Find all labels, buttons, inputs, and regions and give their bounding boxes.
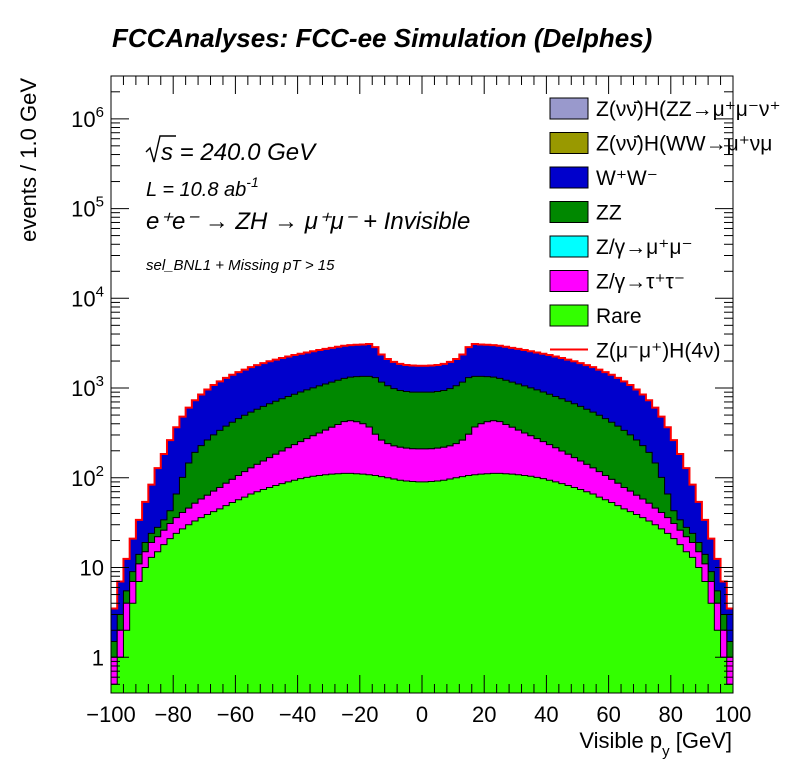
legend-entry-z-4: Z/γ→μ⁺μ⁻ — [549, 235, 693, 259]
annotation-sqrt-s-text: s = 240.0 GeV — [161, 139, 317, 166]
x-tick-label: 40 — [534, 702, 558, 727]
legend-label: Z(νν̄)H(WW→μ⁺νμ — [596, 133, 772, 156]
annotation-lumi: L = 10.8 ab-1 — [146, 174, 259, 201]
legend-entry-zz-3: ZZ — [549, 201, 622, 225]
y-axis-label: events / 1.0 GeV — [16, 78, 41, 242]
legend-label: ZZ — [596, 202, 622, 225]
x-tick-label: 100 — [715, 702, 752, 727]
legend-entry-z-h-zz-0: Z(νν̄)H(ZZ→μ⁺μ⁻ν⁺ — [549, 97, 781, 121]
y-tick-label: 102 — [71, 463, 104, 491]
legend-entry-rare-6: Rare — [549, 304, 642, 328]
legend-swatch — [549, 166, 589, 189]
legend-swatch — [549, 97, 589, 120]
legend-swatch — [549, 304, 589, 327]
x-tick-label: 20 — [472, 702, 496, 727]
x-tick-label: 80 — [659, 702, 683, 727]
legend-entry-w-w-2: W⁺W⁻ — [549, 166, 658, 190]
legend-entry-z-h-ww-1: Z(νν̄)H(WW→μ⁺νμ — [549, 132, 772, 156]
annotation-process: e⁺e⁻ → ZH → μ⁺μ⁻ + Invisible — [146, 208, 470, 235]
legend-label: Z(μ⁻μ⁺)H(4ν) — [596, 340, 721, 363]
y-tick-label: 106 — [71, 104, 104, 132]
annotation-lumi-text: L = 10.8 ab — [146, 179, 246, 201]
x-tick-label: −80 — [155, 702, 192, 727]
x-tick-label: 60 — [596, 702, 620, 727]
legend-swatch — [549, 201, 589, 223]
y-tick-label: 1 — [92, 645, 104, 670]
x-tick-label: 0 — [416, 702, 428, 727]
legend-swatch — [549, 235, 589, 258]
legend-label: Z(νν̄)H(ZZ→μ⁺μ⁻ν⁺ — [596, 98, 781, 121]
x-tick-label: −100 — [86, 702, 136, 727]
legend: Z(νν̄)H(ZZ→μ⁺μ⁻ν⁺ Z(νν̄)H(WW→μ⁺νμ W⁺W⁻ ZZ Z/… — [549, 97, 781, 363]
x-axis-label-sub: y — [662, 743, 670, 760]
x-axis-label-main: Visible p — [579, 728, 662, 753]
series-area-rare-0 — [111, 472, 733, 693]
legend-entry-z-5: Z/γ→τ⁺τ⁻ — [549, 270, 685, 294]
y-axis: 1 10 102 103 104 105 106 — [71, 75, 733, 694]
legend-entry-z-h-4-7: Z(μ⁻μ⁺)H(4ν) — [550, 340, 721, 363]
x-tick-label: −20 — [341, 702, 378, 727]
legend-label: Rare — [596, 305, 642, 328]
y-tick-label: 103 — [71, 373, 104, 401]
y-tick-label: 10 — [80, 556, 104, 581]
legend-swatch — [549, 270, 589, 292]
x-tick-label: −40 — [279, 702, 316, 727]
x-axis-label-unit: [GeV] — [670, 728, 732, 753]
legend-swatch — [549, 132, 589, 154]
annotation-selection: sel_BNL1 + Missing pT > 15 — [146, 257, 335, 274]
chart-title: FCCAnalyses: FCC-ee Simulation (Delphes) — [112, 23, 652, 53]
legend-label: Z/γ→μ⁺μ⁻ — [596, 236, 693, 259]
y-tick-label: 105 — [71, 194, 104, 222]
series-line-zh-4nu — [111, 342, 733, 610]
annotation-lumi-exp: -1 — [246, 174, 258, 190]
x-axis: −100 −80 −60 −40 −20 0 20 40 60 80 100 — [86, 76, 751, 727]
annotation-sqrt-s: s = 240.0 GeV — [145, 135, 317, 166]
x-tick-label: −60 — [217, 702, 254, 727]
stacked-histogram — [111, 343, 733, 693]
sqrt-symbol — [145, 135, 176, 163]
legend-label: Z/γ→τ⁺τ⁻ — [596, 271, 685, 294]
y-tick-label: 104 — [71, 283, 104, 311]
x-axis-label: Visible py [GeV] — [579, 728, 732, 760]
legend-label: W⁺W⁻ — [596, 167, 658, 190]
